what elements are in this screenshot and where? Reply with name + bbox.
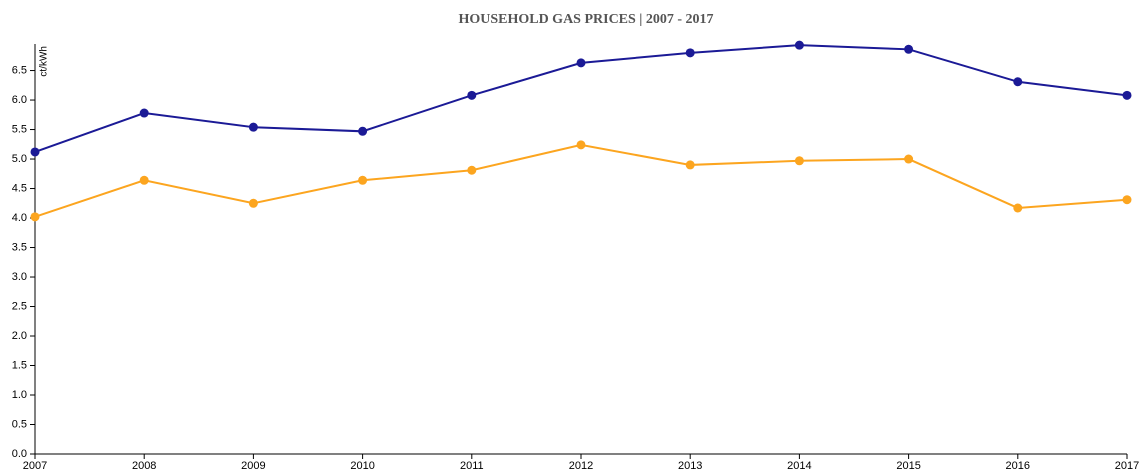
x-tick-label: 2014 [787,460,811,472]
y-tick-label: 1.5 [12,359,27,371]
data-point [358,175,368,185]
data-point [248,122,258,132]
data-point [467,165,477,175]
y-tick-label: 0.0 [12,448,27,460]
data-point [685,48,695,58]
data-point [1122,195,1132,205]
y-tick-label: 4.0 [12,212,27,224]
data-point [794,156,804,166]
chart-title: HOUSEHOLD GAS PRICES | 2007 - 2017 [458,12,713,27]
x-tick-label: 2009 [241,460,265,472]
data-point [358,126,368,136]
data-point [467,90,477,100]
y-tick-label: 5.0 [12,153,27,165]
data-point [1013,203,1023,213]
x-tick-label: 2013 [678,460,702,472]
data-point [576,140,586,150]
x-tick-label: 2008 [132,460,156,472]
y-tick-label: 3.5 [12,241,27,253]
y-tick-label: 1.0 [12,389,27,401]
data-point [904,154,914,164]
y-axis-label: ct/kWh [39,46,50,77]
y-tick-label: 0.5 [12,418,27,430]
data-point [248,198,258,208]
y-tick-label: 2.5 [12,300,27,312]
x-tick-label: 2015 [896,460,920,472]
data-point [1013,77,1023,87]
y-tick-label: 5.5 [12,123,27,135]
x-tick-label: 2010 [350,460,374,472]
x-tick-label: 2007 [23,460,47,472]
data-point [30,212,40,222]
x-tick-label: 2016 [1006,460,1030,472]
x-tick-label: 2017 [1115,460,1139,472]
y-tick-label: 3.0 [12,271,27,283]
y-tick-label: 6.5 [12,64,27,76]
y-tick-label: 2.0 [12,330,27,342]
data-point [904,44,914,54]
x-tick-label: 2011 [460,460,484,472]
series-line [34,143,1128,218]
data-point [30,147,40,157]
y-tick-label: 6.0 [12,94,27,106]
data-point [794,40,804,50]
data-point [139,108,149,118]
data-point [1122,90,1132,100]
y-tick-label: 4.5 [12,182,27,194]
data-point [576,58,586,68]
data-point [685,160,695,170]
data-point [139,175,149,185]
x-tick-label: 2012 [569,460,593,472]
